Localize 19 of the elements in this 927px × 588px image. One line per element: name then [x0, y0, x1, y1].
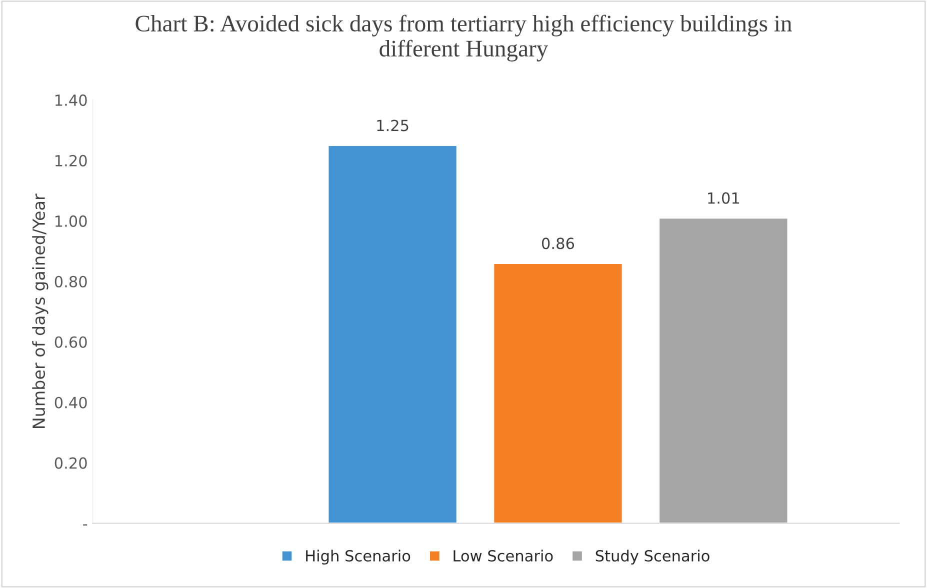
bar [658, 217, 789, 524]
data-label: 1.01 [708, 192, 740, 204]
data-label: 1.25 [377, 120, 408, 132]
legend-label: Low Scenario [454, 550, 553, 562]
data-label: 0.86 [542, 238, 574, 250]
y-tick-label: - [83, 524, 88, 526]
y-tick-label: 0.80 [54, 276, 87, 288]
bar [492, 262, 624, 524]
chart-title: Chart B: Avoided sick days from tertiarry high efficiency buildings in different Hungary [136, 14, 792, 62]
y-tick-label: 0.60 [54, 336, 87, 348]
bar [327, 144, 458, 524]
y-tick-label: 0.20 [54, 457, 87, 469]
y-tick-label: 1.40 [56, 94, 87, 106]
y-tick-label: 1.00 [56, 215, 87, 227]
legend-label: Study Scenario [596, 550, 710, 565]
legend-label: High Scenario [306, 550, 410, 565]
y-tick-label: 1.20 [56, 154, 87, 166]
y-tick-label: 0.40 [54, 396, 87, 408]
y-axis-title: Number of days gained/Year [32, 194, 48, 428]
